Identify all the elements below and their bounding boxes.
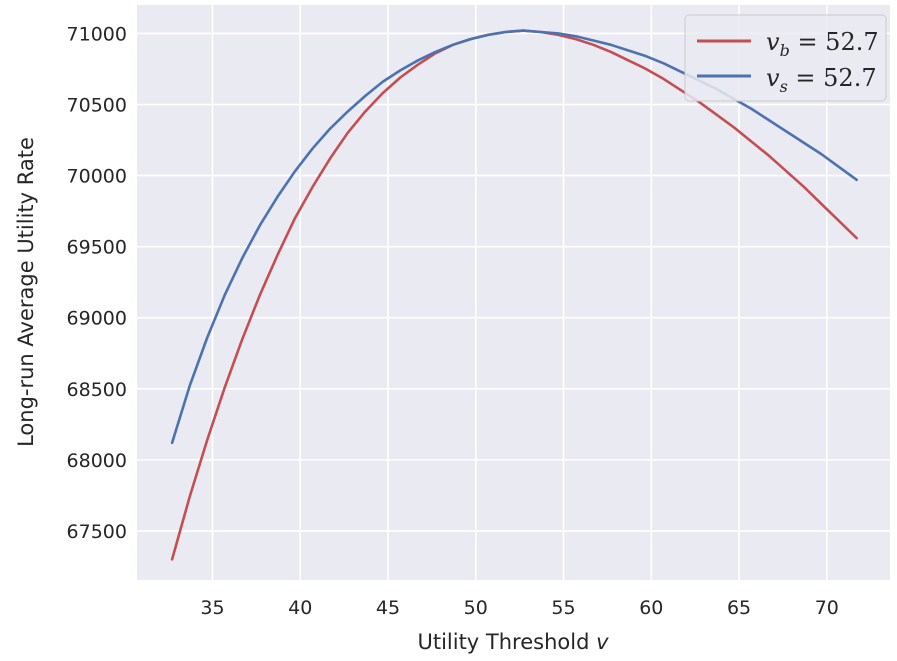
legend-label-vb: vb = 52.7 — [766, 28, 879, 60]
x-tick-label: 50 — [464, 597, 488, 619]
x-tick-label: 35 — [200, 597, 224, 619]
x-tick-label: 60 — [639, 597, 663, 619]
y-tick-label: 68000 — [67, 450, 127, 472]
y-axis-title: Long-run Average Utility Rate — [14, 137, 38, 447]
y-tick-label: 69000 — [67, 308, 127, 330]
legend-label-vs: vs = 52.7 — [766, 64, 877, 96]
series-line-s — [170, 29, 858, 445]
x-tick-label: 45 — [376, 597, 400, 619]
y-tick-label: 70000 — [67, 166, 127, 188]
x-tick-label: 55 — [551, 597, 575, 619]
y-tick-label: 67500 — [67, 521, 127, 543]
y-tick-label: 70500 — [67, 95, 127, 117]
tick-labels: 35 40 45 50 55 60 65 70 67500 68000 68500 69000 6950… — [67, 23, 839, 619]
legend-box — [684, 14, 887, 102]
x-axis-title: Utility Threshold v — [417, 630, 609, 654]
y-tick-label: 71000 — [67, 23, 127, 45]
x-tick-label: 70 — [815, 597, 839, 619]
y-tick-label: 68500 — [67, 379, 127, 401]
series-lines — [170, 29, 858, 561]
x-tick-label: 65 — [727, 597, 751, 619]
y-tick-label: 69500 — [67, 237, 127, 259]
x-tick-label: 40 — [288, 597, 312, 619]
legend: vb = 52.7 vs = 52.7 — [684, 14, 887, 102]
